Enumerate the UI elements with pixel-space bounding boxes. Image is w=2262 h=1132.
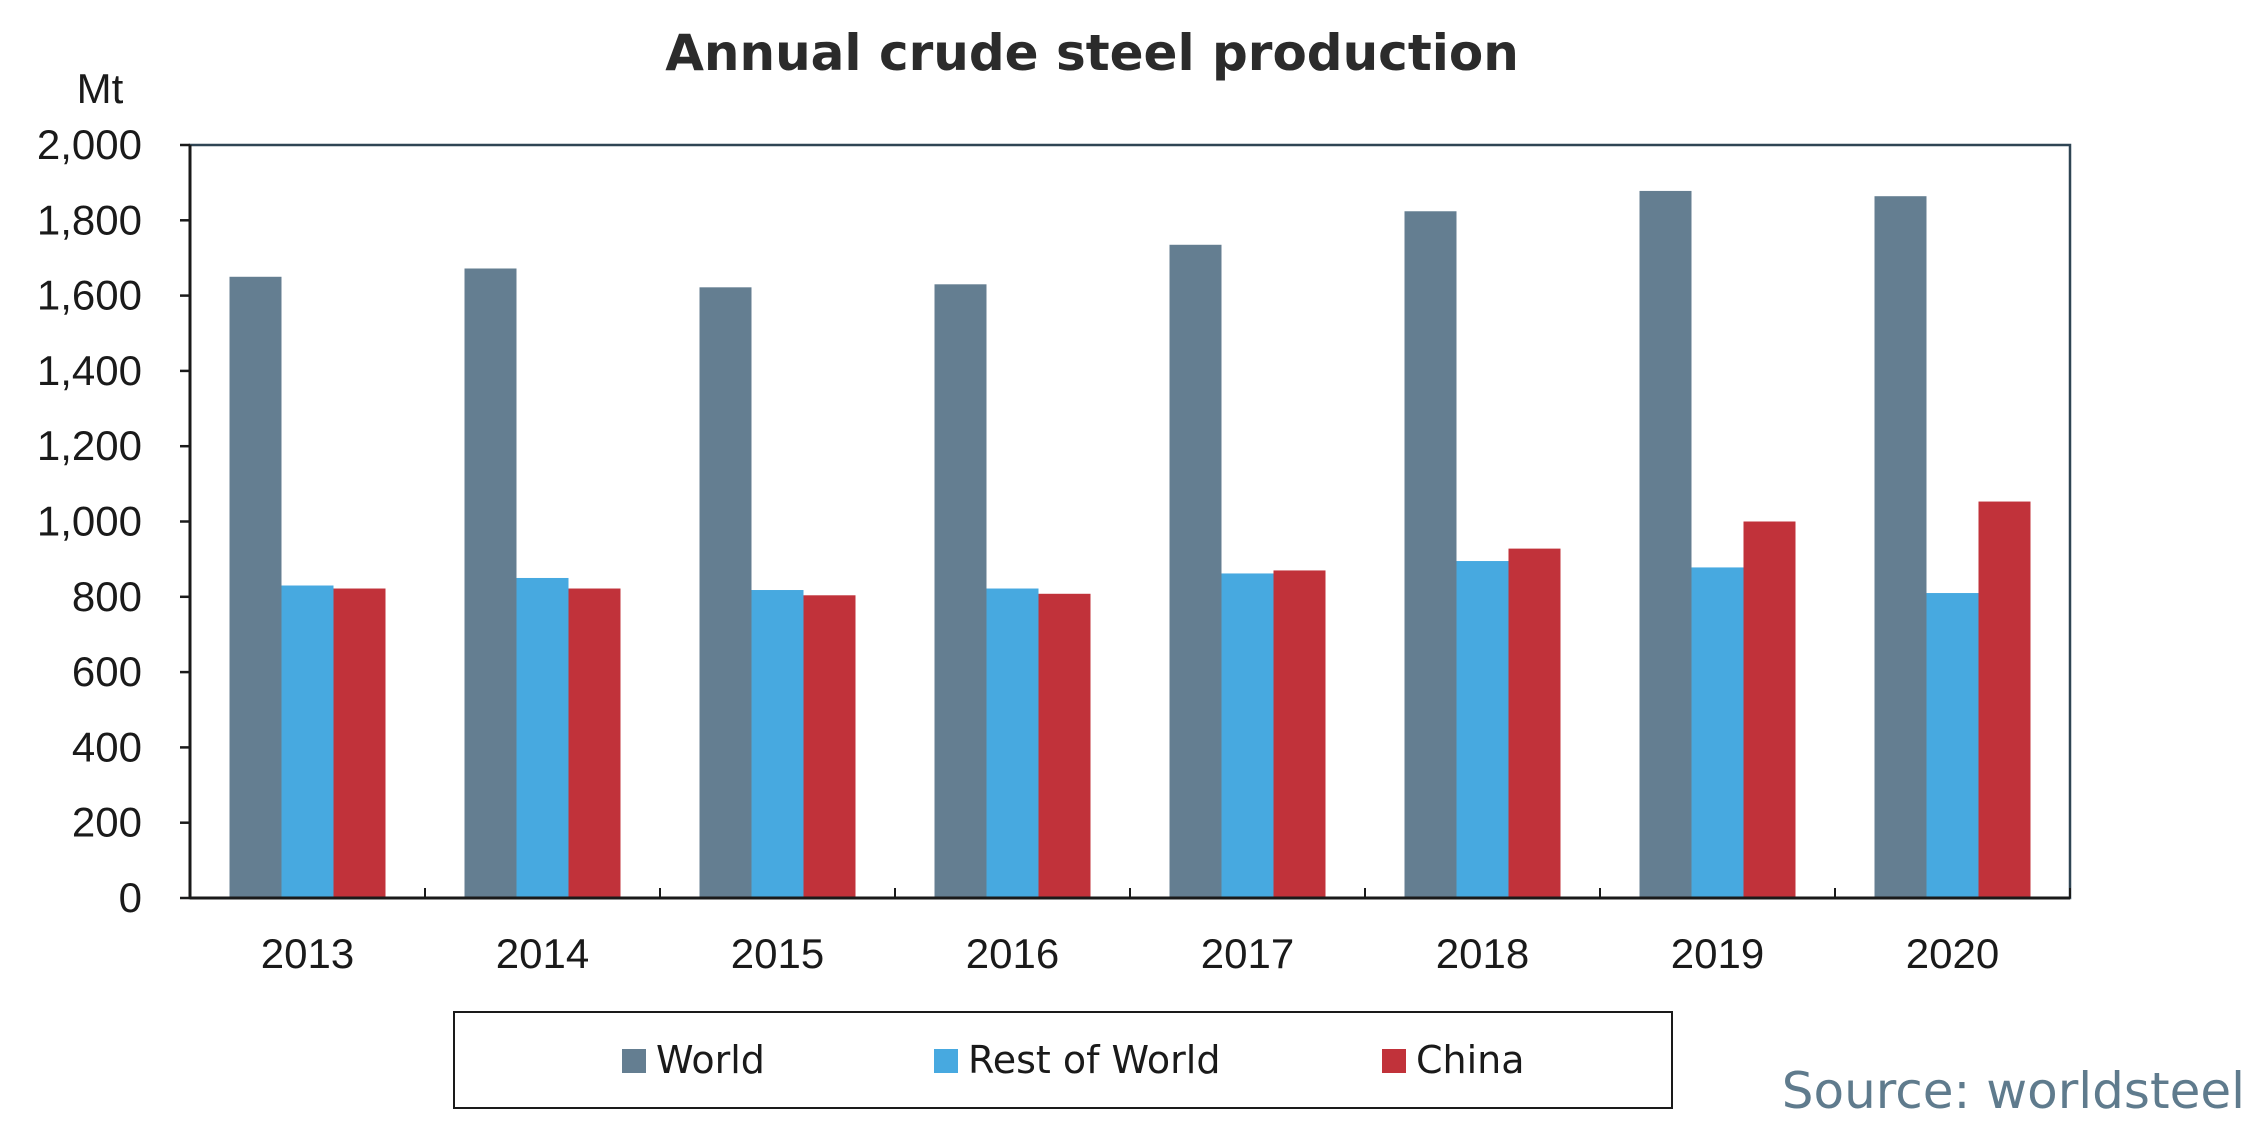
bar-rest-of-world-2013 [281,585,334,898]
y-tick-label: 1,000 [37,498,142,545]
bar-china-2016 [1038,593,1091,898]
bar-rest-of-world-2019 [1691,567,1744,898]
legend-label-world: World [656,1038,765,1082]
legend-box [453,1011,1673,1109]
x-tick-label: 2018 [1436,930,1529,977]
x-tick-label: 2016 [966,930,1059,977]
y-tick-label: 1,400 [37,347,142,394]
bar-world-2019 [1639,190,1692,899]
bar-china-2018 [1508,548,1561,898]
bars-layer [229,190,2031,899]
y-tick-label: 600 [72,648,142,695]
chart-title: Annual crude steel production [665,24,1519,82]
legend: World Rest of World China [453,1011,1673,1109]
y-tick-label: 1,200 [37,422,142,469]
bar-world-2015 [699,287,752,898]
bar-rest-of-world-2017 [1221,573,1274,898]
legend-items: World Rest of World China [622,1038,1525,1082]
source-note: Source: worldsteel [1782,1062,2245,1120]
bar-rest-of-world-2020 [1926,593,1979,898]
bar-china-2017 [1273,570,1326,898]
bar-china-2014 [568,588,621,898]
x-tick-label: 2015 [731,930,824,977]
bar-rest-of-world-2016 [986,588,1039,898]
bar-rest-of-world-2014 [516,577,569,898]
legend-swatch-rest-of-world [934,1049,958,1073]
axes-layer [180,143,2072,900]
bar-world-2017 [1169,244,1222,898]
bar-china-2019 [1743,521,1796,898]
bar-world-2018 [1404,211,1457,898]
y-tick-label: 200 [72,799,142,846]
x-tick-label: 2017 [1201,930,1294,977]
legend-label-china: China [1416,1038,1525,1082]
bar-rest-of-world-2018 [1456,561,1509,898]
y-tick-label: 400 [72,723,142,770]
x-tick-labels: 2013 2014 2015 2016 2017 2018 2019 2020 [261,930,1999,977]
y-tick-label: 800 [72,573,142,620]
bar-china-2015 [803,595,856,898]
bar-china-2013 [333,588,386,898]
x-tick-label: 2014 [496,930,589,977]
x-tick-label: 2019 [1671,930,1764,977]
legend-swatch-china [1382,1049,1406,1073]
y-tick-labels: 0 200 400 600 800 1,000 1,200 1,400 1,600 1,800 2,… [37,121,142,921]
bar-world-2016 [934,284,987,898]
y-tick-label: 1,800 [37,196,142,243]
bar-rest-of-world-2015 [751,590,804,898]
x-tick-label: 2013 [261,930,354,977]
legend-label-rest-of-world: Rest of World [968,1038,1220,1082]
bar-world-2013 [229,276,282,898]
y-axis-unit-label: Mt [77,65,124,112]
bar-world-2014 [464,268,517,898]
x-tick-label: 2020 [1906,930,1999,977]
y-tick-label: 0 [119,874,142,921]
y-tick-label: 1,600 [37,272,142,319]
y-tick-label: 2,000 [37,121,142,168]
bar-world-2020 [1874,196,1927,899]
legend-swatch-world [622,1049,646,1073]
bar-china-2020 [1978,501,2031,898]
